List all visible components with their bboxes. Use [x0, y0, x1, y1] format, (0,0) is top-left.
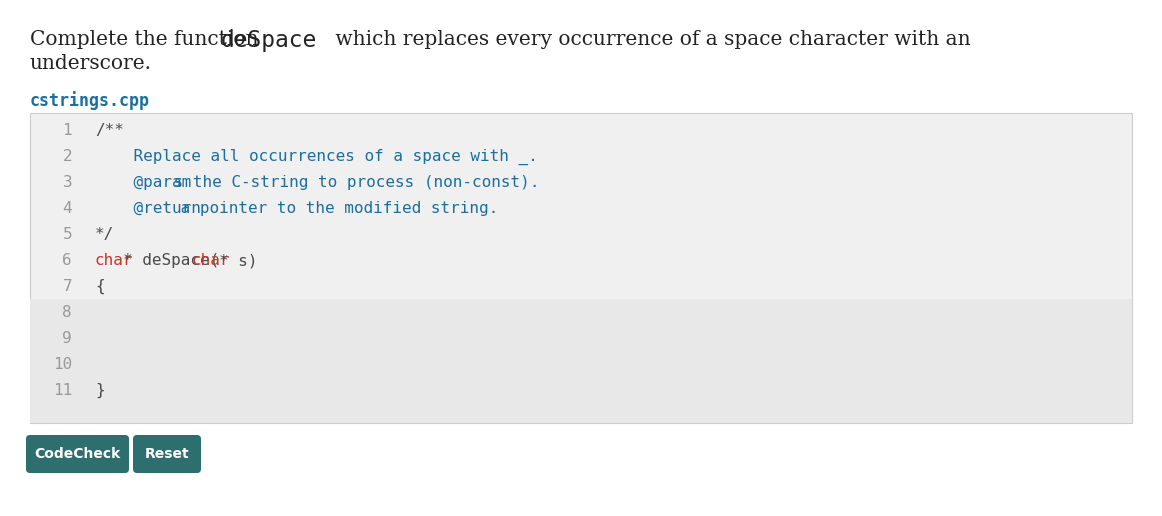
Text: char: char [95, 253, 134, 268]
Text: * s): * s) [220, 253, 258, 268]
Text: @param: @param [95, 175, 192, 190]
FancyBboxPatch shape [26, 435, 129, 473]
FancyBboxPatch shape [132, 435, 201, 473]
Text: 8: 8 [63, 305, 72, 320]
Text: {: { [95, 279, 105, 294]
Text: 3: 3 [63, 175, 72, 190]
Text: 6: 6 [63, 253, 72, 268]
Text: deSpace: deSpace [221, 29, 317, 52]
Text: 1: 1 [63, 123, 72, 138]
Text: Replace all occurrences of a space with _.: Replace all occurrences of a space with … [95, 149, 538, 165]
Text: 4: 4 [63, 201, 72, 216]
Text: 5: 5 [63, 227, 72, 242]
FancyBboxPatch shape [30, 299, 1132, 423]
Text: Complete the function: Complete the function [30, 30, 265, 49]
Text: underscore.: underscore. [30, 54, 152, 73]
Text: }: } [95, 383, 105, 398]
Text: 9: 9 [63, 331, 72, 346]
Text: 11: 11 [52, 383, 72, 398]
Text: a pointer to the modified string.: a pointer to the modified string. [171, 201, 498, 216]
Text: 7: 7 [63, 279, 72, 294]
Text: @return: @return [95, 201, 201, 216]
Text: 2: 2 [63, 149, 72, 164]
Text: */: */ [95, 227, 114, 242]
Text: /**: /** [95, 123, 124, 138]
Text: * deSpace(: * deSpace( [123, 253, 218, 268]
Text: which replaces every occurrence of a space character with an: which replaces every occurrence of a spa… [329, 30, 970, 49]
Text: Reset: Reset [145, 447, 189, 461]
Text: s the C-string to process (non-const).: s the C-string to process (non-const). [164, 175, 539, 190]
Text: char: char [192, 253, 230, 268]
Text: cstrings.cpp: cstrings.cpp [30, 91, 150, 110]
Text: CodeCheck: CodeCheck [35, 447, 121, 461]
Text: 10: 10 [52, 357, 72, 372]
FancyBboxPatch shape [30, 113, 1132, 423]
